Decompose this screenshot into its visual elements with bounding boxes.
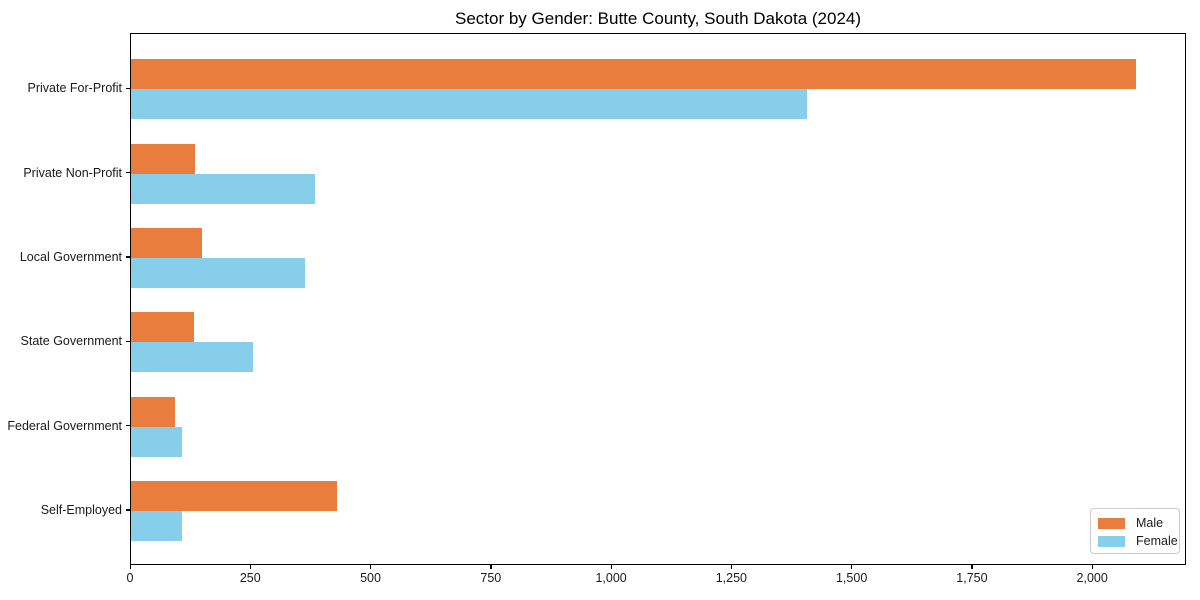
x-tick xyxy=(129,565,131,569)
category-label: State Government xyxy=(20,334,122,349)
x-tick-label: 2,000 xyxy=(1076,571,1108,585)
x-tick xyxy=(1091,565,1093,569)
legend: Male Female xyxy=(1090,508,1180,554)
bar-male-self-employed xyxy=(131,480,338,511)
x-tick-label: 750 xyxy=(480,571,502,585)
x-tick xyxy=(610,565,612,569)
legend-row-male: Male xyxy=(1098,515,1179,532)
x-tick-label: 1,000 xyxy=(595,571,627,585)
bar-female-self-employed xyxy=(131,510,182,541)
category-label: Private Non-Profit xyxy=(23,165,122,180)
bar-female-local-government xyxy=(131,257,305,288)
x-tick xyxy=(370,565,372,569)
bar-male-state-government xyxy=(131,312,194,343)
y-tick xyxy=(126,172,130,174)
bar-female-private-non-profit xyxy=(131,173,315,204)
category-label: Private For-Profit xyxy=(27,81,122,96)
legend-label-female: Female xyxy=(1136,534,1178,548)
x-tick xyxy=(971,565,973,569)
bar-male-private-for-profit xyxy=(131,59,1137,90)
legend-row-female: Female xyxy=(1098,533,1179,550)
x-tick xyxy=(851,565,853,569)
bar-male-private-non-profit xyxy=(131,143,195,174)
chart-title: Sector by Gender: Butte County, South Da… xyxy=(454,9,862,28)
y-tick xyxy=(126,509,130,511)
legend-swatch-female xyxy=(1098,536,1125,547)
x-tick xyxy=(249,565,252,569)
category-label: Federal Government xyxy=(7,418,122,433)
category-label: Self-Employed xyxy=(40,502,122,517)
legend-label-male: Male xyxy=(1136,516,1164,530)
x-tick-label: 250 xyxy=(239,571,261,585)
x-tick-label: 1,250 xyxy=(715,571,747,585)
x-tick-label: 0 xyxy=(126,571,134,585)
y-tick xyxy=(126,425,130,427)
y-tick xyxy=(126,256,130,258)
bar-male-local-government xyxy=(131,227,203,258)
bar-male-federal-government xyxy=(131,396,176,427)
x-tick-label: 1,500 xyxy=(835,571,868,585)
category-label: Local Government xyxy=(19,249,122,264)
y-tick xyxy=(126,340,130,342)
x-tick xyxy=(490,565,492,569)
y-tick xyxy=(126,87,130,90)
plot-area: Male Female xyxy=(130,33,1186,565)
x-tick xyxy=(730,565,733,569)
bar-female-state-government xyxy=(131,342,254,373)
bar-female-private-for-profit xyxy=(131,89,807,120)
x-tick-label: 500 xyxy=(360,571,381,585)
legend-swatch-male xyxy=(1098,518,1125,529)
y-axis-labels: Private For-Profit Private Non-Profit Loca… xyxy=(0,0,130,600)
x-tick-label: 1,750 xyxy=(956,571,988,585)
bar-female-federal-government xyxy=(131,426,182,457)
